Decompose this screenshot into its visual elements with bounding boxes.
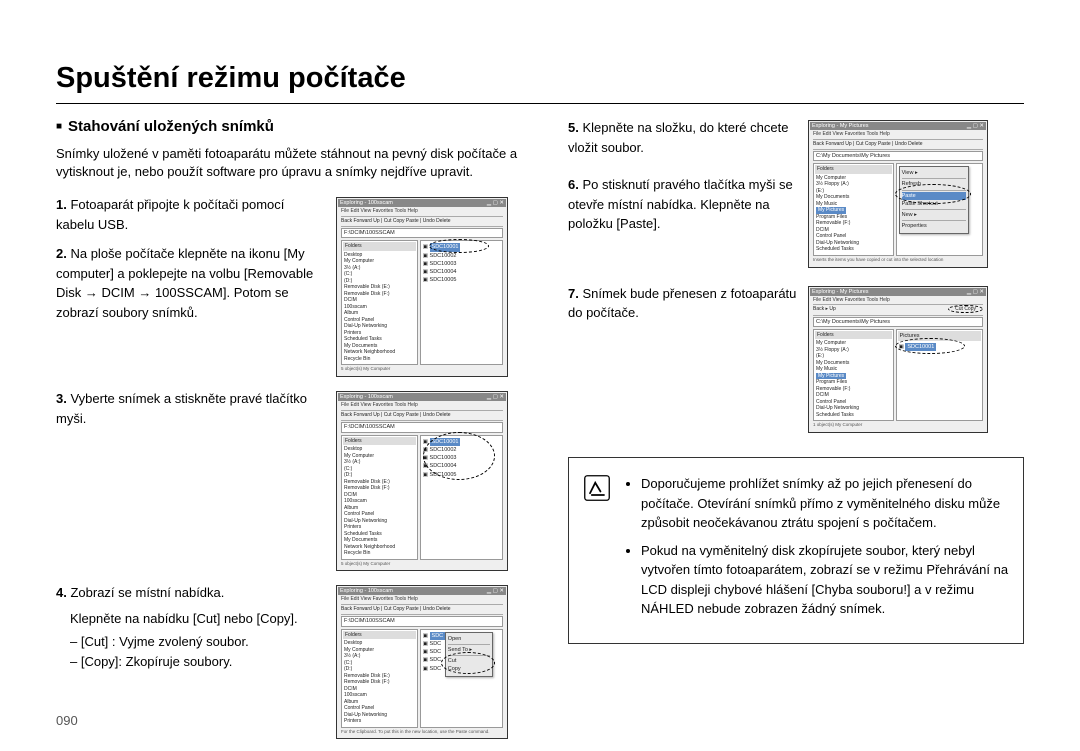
step-body: Po stisknutí pravého tlačítka myši se ot… [568,177,793,231]
folder-tree: Folders My Computer 3½ Floppy (A:) (E:) … [813,329,894,422]
right-column: 5. Klepněte na složku, do které chcete v… [568,118,1024,751]
explorer-screenshot-paste: Exploring - My Pictures▁ ▢ ✕ File Edit V… [808,120,988,268]
step-body: Na ploše počítače klepněte na ikonu [My … [56,246,313,320]
step-number: 7. [568,286,579,301]
address-bar: C:\My Documents\My Pictures [813,151,983,161]
page-number: 090 [56,713,78,728]
step-3-row: 3. Vyberte snímek a stiskněte pravé tlač… [56,389,542,571]
step-number: 3. [56,391,67,406]
main-columns: Stahování uložených snímků Snímky uložen… [56,118,1024,751]
folder-tree: Folders Desktop My Computer 3½ (A:) (C:)… [341,435,418,560]
window-menubar: File Edit View Favorites Tools Help [813,298,983,304]
explorer-screenshot-transferred: Exploring - My Pictures▁ ▢ ✕ File Edit V… [808,286,988,434]
explorer-screenshot-1: Exploring - 100sscam▁ ▢ ✕ File Edit View… [336,197,508,377]
left-column: Stahování uložených snímků Snímky uložen… [56,118,542,751]
step-4-row: 4. Zobrazí se místní nabídka. Klepněte n… [56,583,542,739]
step-number: 1. [56,197,67,212]
window-titlebar: Exploring - My Pictures▁ ▢ ✕ [810,122,986,130]
file-list: View ▸ Refresh Paste Paste Shortcut New … [896,163,983,256]
step-text-block: 4. Zobrazí se místní nabídka. Klepněte n… [56,583,326,671]
step-extra: Klepněte na nabídku [Cut] nebo [Copy]. [70,609,326,629]
step-7-row: 7. Snímek bude přenesen z fotoaparátu do… [568,284,1024,434]
highlight-circle [895,184,971,204]
address-bar: F:\DCIM\100SSCAM [341,616,503,626]
step-5-6-row: 5. Klepněte na složku, do které chcete v… [568,118,1024,268]
file-list: ▣ SDC10001 ▣ SDC10002 ▣ SDC10003 ▣ SDC10… [420,240,503,365]
step-number: 2. [56,246,67,261]
step-number: 5. [568,120,579,135]
intro-text: Snímky uložené v paměti fotoaparátu může… [56,145,542,181]
address-bar: F:\DCIM\100SSCAM [341,422,503,432]
note-icon [583,474,611,627]
step-1-2-row: 1. Fotoaparát připojte k počítači pomocí… [56,195,542,377]
window-toolbar: Back Forward Up | Cut Copy Paste | Undo … [341,216,503,228]
status-bar: 5 object(s) My Computer [341,367,503,372]
window-titlebar: Exploring - 100sscam▁ ▢ ✕ [338,199,506,207]
window-menubar: File Edit View Favorites Tools Help [341,403,503,409]
step-body: Klepněte na složku, do které chcete vlož… [568,120,788,155]
tips-list: Doporučujeme prohlížet snímky až po jeji… [625,474,1009,627]
window-menubar: File Edit View Favorites Tools Help [341,597,503,603]
highlight-circle [423,432,495,480]
address-bar: C:\My Documents\My Pictures [813,317,983,327]
highlight-circle [895,338,965,354]
status-bar: 1 object(s) My Computer [813,423,983,428]
step-text-block: 5. Klepněte na složku, do které chcete v… [568,118,798,234]
folder-tree: Folders Desktop My Computer 3½ (A:) (C:)… [341,629,418,728]
step-body: Vyberte snímek a stiskněte pravé tlačítk… [56,391,307,426]
window-titlebar: Exploring - 100sscam▁ ▢ ✕ [338,393,506,401]
step-body: Zobrazí se místní nabídka. [70,585,224,600]
folder-tree: Folders My Computer 3½ Floppy (A:) (E:) … [813,163,894,256]
status-bar: Inserts the items you have copied or cut… [813,258,983,263]
window-toolbar: Back Forward Up | Cut Copy Paste | Undo … [813,139,983,151]
address-bar: F:\DCIM\100SSCAM [341,228,503,238]
window-menubar: File Edit View Favorites Tools Help [341,209,503,215]
step-text-block: 3. Vyberte snímek a stiskněte pravé tlač… [56,389,326,428]
folder-tree: Folders Desktop My Computer 3½ (A:) (C:)… [341,240,418,365]
highlight-circle [441,652,495,674]
status-bar: For the Clipboard. To put this in the ne… [341,730,503,735]
step-number: 6. [568,177,579,192]
tip-item: Doporučujeme prohlížet snímky až po jeji… [641,474,1009,533]
window-toolbar: Back ▸ Up Cut Copy [813,304,983,316]
step-text-block: 7. Snímek bude přenesen z fotoaparátu do… [568,284,798,323]
step-number: 4. [56,585,67,600]
tips-box: Doporučujeme prohlížet snímky až po jeji… [568,457,1024,644]
explorer-screenshot-3: Exploring - 100sscam▁ ▢ ✕ File Edit View… [336,585,508,739]
step-text-block: 1. Fotoaparát připojte k počítači pomocí… [56,195,326,322]
status-bar: 5 object(s) My Computer [341,562,503,567]
step-body: Snímek bude přenesen z fotoaparátu do po… [568,286,796,321]
section-heading: Stahování uložených snímků [56,118,542,135]
window-menubar: File Edit View Favorites Tools Help [813,132,983,138]
window-titlebar: Exploring - 100sscam▁ ▢ ✕ [338,587,506,595]
file-list: Pictures ▣ SDC10001 [896,329,983,422]
window-toolbar: Back Forward Up | Cut Copy Paste | Undo … [341,604,503,616]
sub-list: – [Cut] : Vyjme zvolený soubor. – [Copy]… [70,632,326,671]
tip-item: Pokud na vyměnitelný disk zkopírujete so… [641,541,1009,619]
window-titlebar: Exploring - My Pictures▁ ▢ ✕ [810,288,986,296]
explorer-screenshot-2: Exploring - 100sscam▁ ▢ ✕ File Edit View… [336,391,508,571]
file-list: ▣ SDC ▣ SDC ▣ SDC ▣ SDC ▣ SDC Open Send … [420,629,503,728]
file-list: ▣ SDC10001 ▣ SDC10002 ▣ SDC10003 ▣ SDC10… [420,435,503,560]
window-toolbar: Back Forward Up | Cut Copy Paste | Undo … [341,410,503,422]
step-body: Fotoaparát připojte k počítači pomocí ka… [56,197,284,232]
page-title: Spuštění režimu počítače [56,62,1024,104]
